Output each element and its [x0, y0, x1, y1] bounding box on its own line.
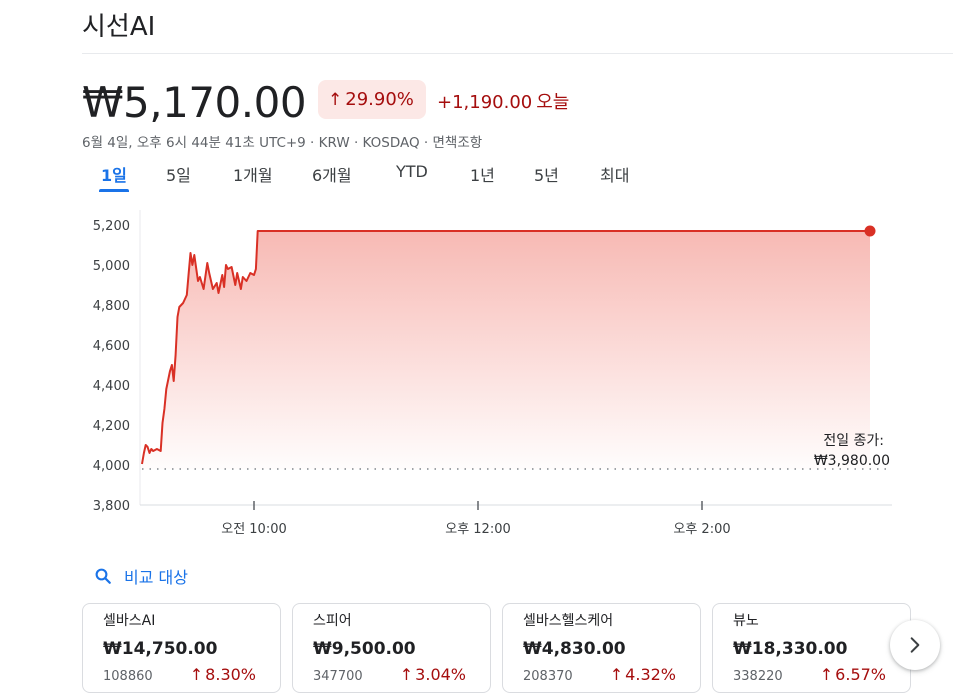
related-change-value: 6.57% — [835, 665, 886, 684]
x-tick-label: 오후 2:00 — [673, 522, 730, 537]
next-related-button[interactable] — [890, 620, 940, 670]
percent-change-badge: ↑ 29.90% — [318, 80, 426, 119]
related-change-value: 4.32% — [625, 665, 676, 684]
search-icon — [95, 568, 111, 584]
related-change-value: 3.04% — [415, 665, 466, 684]
related-price: ₩4,830.00 — [523, 639, 626, 659]
related-card[interactable]: 스피어 ₩9,500.00 347700 ↑ 3.04% — [292, 603, 491, 693]
tab-1m[interactable]: 1개월 — [233, 166, 273, 185]
related-change: ↑ 4.32% — [610, 665, 676, 684]
related-price: ₩14,750.00 — [103, 639, 218, 659]
change-suffix: 오늘 — [536, 92, 570, 113]
related-card[interactable]: 셀바스AI ₩14,750.00 108860 ↑ 8.30% — [82, 603, 281, 693]
quote-meta: 6월 4일, 오후 6시 44분 41초 UTC+9 · KRW · KOSDA… — [82, 135, 483, 151]
percent-change: 29.90% — [345, 89, 414, 110]
header-divider — [82, 53, 953, 54]
arrow-up-icon: ↑ — [819, 665, 834, 684]
y-tick-label: 3,800 — [93, 499, 130, 514]
y-tick-label: 5,000 — [93, 259, 130, 274]
y-tick-label: 4,200 — [93, 419, 130, 434]
tab-5d[interactable]: 5일 — [166, 166, 191, 185]
price-line — [141, 230, 870, 465]
related-card[interactable]: 뷰노 ₩18,330.00 338220 ↑ 6.57% — [712, 603, 911, 693]
x-tick-label: 오전 10:00 — [221, 522, 287, 537]
related-name: 스피어 — [313, 613, 352, 629]
arrow-up-icon: ↑ — [328, 89, 343, 110]
related-name: 셀바스AI — [103, 613, 156, 629]
previous-close-value: ₩3,980.00 — [814, 453, 890, 469]
related-change: ↑ 6.57% — [820, 665, 886, 684]
tab-max[interactable]: 최대 — [600, 166, 630, 185]
related-code: 347700 — [313, 669, 363, 684]
price-chart[interactable]: 5,200 5,000 4,800 4,600 4,400 4,200 4,000 3,800… — [0, 200, 953, 550]
tab-1d[interactable]: 1일 — [99, 162, 129, 192]
tab-ytd[interactable]: YTD — [396, 162, 428, 181]
chevron-right-icon — [910, 637, 920, 653]
y-tick-label: 4,600 — [93, 339, 130, 354]
arrow-up-icon: ↑ — [189, 665, 204, 684]
related-price: ₩18,330.00 — [733, 639, 848, 659]
related-change: ↑ 8.30% — [190, 665, 256, 684]
arrow-up-icon: ↑ — [609, 665, 624, 684]
current-price: ₩5,170.00 — [82, 78, 307, 127]
related-change: ↑ 3.04% — [400, 665, 466, 684]
tab-6m[interactable]: 6개월 — [312, 166, 352, 185]
y-tick-label: 5,200 — [93, 219, 130, 234]
related-code: 108860 — [103, 669, 153, 684]
related-price: ₩9,500.00 — [313, 639, 416, 659]
x-tick-label: 오후 12:00 — [445, 522, 511, 537]
y-tick-label: 4,800 — [93, 299, 130, 314]
related-name: 뷰노 — [733, 613, 759, 629]
previous-close-label: 전일 종가: — [823, 433, 884, 449]
related-card[interactable]: 셀바스헬스케어 ₩4,830.00 208370 ↑ 4.32% — [502, 603, 701, 693]
stock-title: 시선AI — [82, 12, 156, 42]
tab-5y[interactable]: 5년 — [534, 166, 559, 185]
related-change-value: 8.30% — [205, 665, 256, 684]
related-code: 338220 — [733, 669, 783, 684]
related-code: 208370 — [523, 669, 573, 684]
arrow-up-icon: ↑ — [399, 665, 414, 684]
tab-1y[interactable]: 1년 — [470, 166, 495, 185]
compare-button[interactable]: 비교 대상 — [94, 564, 188, 588]
price-area — [142, 231, 870, 469]
current-price-dot — [864, 225, 876, 237]
related-name: 셀바스헬스케어 — [523, 613, 614, 629]
y-tick-label: 4,000 — [93, 459, 130, 474]
y-tick-label: 4,400 — [93, 379, 130, 394]
change-value: +1,190.00 — [437, 92, 533, 113]
absolute-change: +1,190.00 오늘 — [437, 88, 569, 114]
compare-label: 비교 대상 — [124, 568, 188, 587]
